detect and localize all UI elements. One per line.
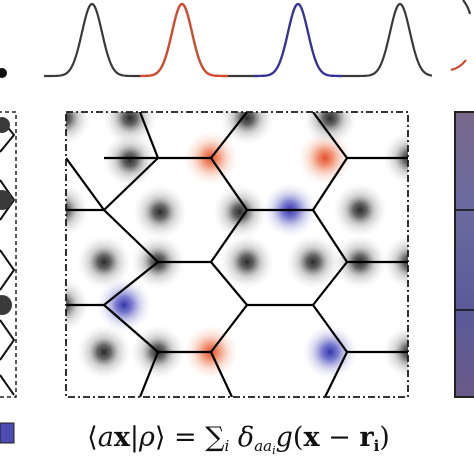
lattice-panel xyxy=(65,111,409,398)
lattice-bond xyxy=(209,157,249,397)
density-blob-gray xyxy=(77,235,131,289)
formula-delta-sub-aa: aa xyxy=(254,437,273,455)
density-blob-gray xyxy=(77,325,131,379)
right-panel-frame xyxy=(454,111,474,398)
density-blob-gray xyxy=(103,133,157,187)
formula-species-a: a xyxy=(97,422,114,453)
left-panel-frame xyxy=(0,111,17,398)
lattice-bond xyxy=(247,112,349,212)
gaussian-red-segment xyxy=(139,2,228,78)
density-blob-blue xyxy=(303,325,357,379)
density-blob-gray xyxy=(133,185,187,239)
honeycomb-lattice xyxy=(66,112,408,397)
density-blob-gray xyxy=(286,235,340,289)
left-panel-lattice xyxy=(0,117,16,396)
formula-x: x xyxy=(303,422,320,453)
formula-equals: = xyxy=(165,422,206,453)
left-panel-atom xyxy=(0,190,12,210)
lattice-panel-frame xyxy=(65,111,409,398)
formula-paren-close: ) xyxy=(379,422,390,453)
formula-g: g xyxy=(275,422,293,453)
formula-bra: ⟨ xyxy=(87,422,98,453)
right-panel xyxy=(454,111,474,398)
density-blob-blue xyxy=(97,278,151,332)
right-curve-fragment xyxy=(450,59,467,72)
gaussian-blue-segment xyxy=(253,2,343,78)
density-blob-gray xyxy=(66,112,91,145)
gaussian-profile xyxy=(44,0,472,78)
density-blob-gray xyxy=(220,235,274,289)
formula-paren-open: ( xyxy=(292,422,304,453)
left-panel-atom xyxy=(0,295,12,315)
density-formula: ⟨ax|ρ⟩ = ∑i δaaig(x − ri) xyxy=(66,414,411,462)
formula-ket: ⟩ xyxy=(154,422,166,453)
formula-delta: δ xyxy=(229,422,255,453)
gaussian-curve xyxy=(44,2,433,78)
formula-r-sub: i xyxy=(373,437,380,455)
right-curve-top-fragment xyxy=(462,0,472,15)
left-panel-atom xyxy=(0,117,10,133)
formula-delta-sub-i: i xyxy=(272,444,276,457)
formula-sum: ∑ xyxy=(205,422,225,453)
formula-bar: | xyxy=(129,422,140,453)
left-legend-swatch xyxy=(0,422,15,444)
formula-minus: − xyxy=(319,422,360,453)
formula-r: r xyxy=(359,422,374,453)
density-blob-gray xyxy=(213,185,267,239)
lattice-bond xyxy=(66,157,105,211)
left-panel-atom xyxy=(0,68,7,78)
formula-sum-index: i xyxy=(224,437,230,455)
density-blob-gray xyxy=(220,112,274,145)
formula-position-x: x xyxy=(113,422,130,453)
density-blob-gray xyxy=(303,112,357,145)
formula-rho: ρ xyxy=(139,422,155,453)
right-panel-fill xyxy=(455,112,474,397)
left-panel xyxy=(0,68,17,444)
density-blob-gray xyxy=(333,183,387,237)
